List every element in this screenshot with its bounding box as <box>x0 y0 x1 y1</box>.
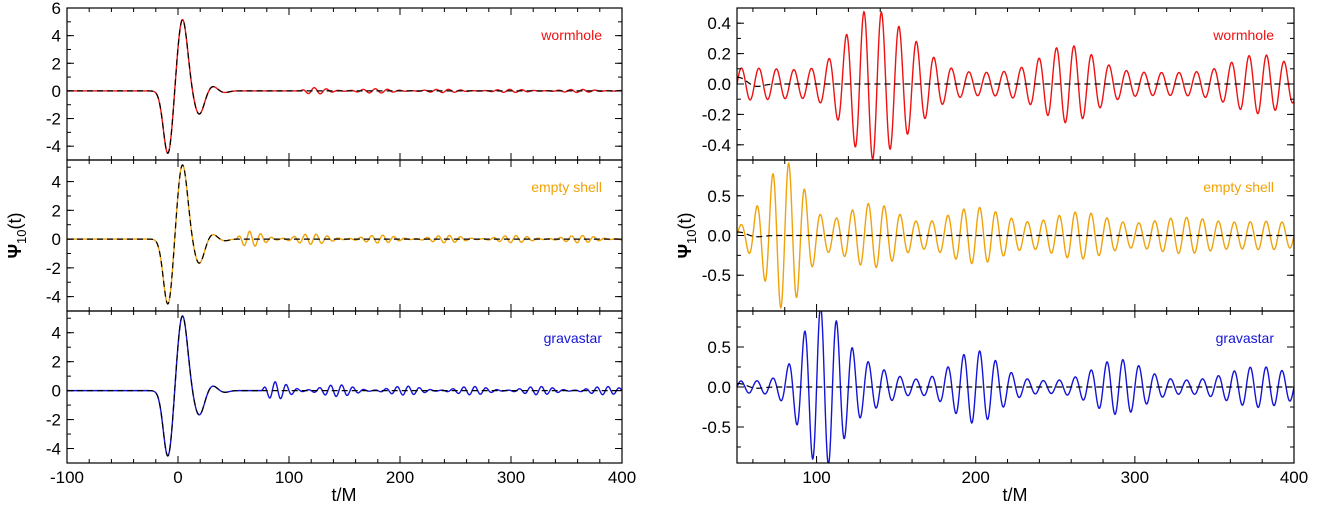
chart-left: -4 -2 0 2 4 6 wormhole -4 -2 0 2 4 empty shell -4 -2 0 2… <box>5 0 636 505</box>
panel-wormhole: -4 -2 0 2 4 6 wormhole <box>46 0 623 161</box>
y-tick-label: 0.4 <box>707 14 731 33</box>
reference-line-dashed <box>737 231 1294 238</box>
panel-wormhole: -0.4 -0.2 0.0 0.2 0.4 wormhole <box>702 7 1295 161</box>
y-tick-label: -0.2 <box>702 105 731 124</box>
panel-frame <box>66 7 623 161</box>
y-tick-label: -0.5 <box>702 266 731 285</box>
x-tick-label: 200 <box>962 468 990 487</box>
panel-gravastar: -0.5 0.0 0.5 gravastar <box>702 310 1295 464</box>
y-tick-label: -4 <box>46 137 61 156</box>
series-line-gravastar <box>67 315 622 457</box>
y-tick-label: -2 <box>46 110 61 129</box>
y-axis-title-subscript: 10 <box>684 229 699 243</box>
y-tick-label: 2 <box>52 201 61 220</box>
y-tick-label: 0.0 <box>707 378 731 397</box>
x-tick-label: 400 <box>608 468 636 487</box>
y-axis-title-suffix: (t) <box>675 212 695 229</box>
chart-right: -0.4 -0.2 0.0 0.2 0.4 wormhole -0.5 0.0 0.5 empty… <box>675 7 1308 505</box>
reference-line-dashed <box>67 19 622 154</box>
y-tick-label: 0 <box>52 230 61 249</box>
y-tick-label: 4 <box>52 324 61 343</box>
y-axis-title-subscript: 10 <box>14 229 29 243</box>
reference-line-dashed <box>737 382 1294 389</box>
x-tick-label: -100 <box>50 468 84 487</box>
reference-line-dashed <box>737 76 1294 87</box>
y-tick-label: 0.5 <box>707 338 731 357</box>
x-tick-label: 300 <box>1121 468 1149 487</box>
panel-label: wormhole <box>1212 27 1274 43</box>
y-tick-label: 0.5 <box>707 187 731 206</box>
y-tick-label: -4 <box>46 288 61 307</box>
y-tick-label: 6 <box>52 0 61 18</box>
panel-empty-shell: -0.5 0.0 0.5 empty shell <box>702 159 1295 312</box>
y-tick-label: 4 <box>52 27 61 46</box>
x-tick-label: 0 <box>173 468 182 487</box>
panel-label: gravastar <box>1216 330 1275 346</box>
y-tick-label: 0 <box>52 382 61 401</box>
y-tick-label: -2 <box>46 259 61 278</box>
y-tick-label: 4 <box>52 173 61 192</box>
panel-empty-shell: -4 -2 0 2 4 empty shell <box>46 159 623 312</box>
y-tick-label: 0 <box>52 82 61 101</box>
reference-line-dashed <box>67 164 622 305</box>
panel-label: gravastar <box>544 330 603 346</box>
panel-label: empty shell <box>531 179 602 195</box>
x-tick-label: 300 <box>497 468 525 487</box>
x-axis-title: t/M <box>1003 485 1028 505</box>
panel-label: wormhole <box>540 27 602 43</box>
x-tick-label: 400 <box>1280 468 1308 487</box>
x-tick-label: 200 <box>386 468 414 487</box>
y-tick-label: -0.5 <box>702 418 731 437</box>
y-axis-title: Ψ10(t) <box>5 212 29 258</box>
reference-line-dashed <box>67 315 622 457</box>
panel-label: empty shell <box>1203 179 1274 195</box>
series-line-wormhole <box>67 18 622 155</box>
series-line-wormhole <box>737 10 1294 160</box>
y-tick-label: 0.0 <box>707 75 731 94</box>
y-axis-title-symbol: Ψ <box>5 244 25 259</box>
y-axis-title-suffix: (t) <box>5 212 25 229</box>
series-line-empty-shell <box>737 161 1294 310</box>
series-line-gravastar <box>737 311 1294 463</box>
y-tick-label: -2 <box>46 411 61 430</box>
panel-gravastar: -4 -2 0 2 4 gravastar <box>46 310 623 464</box>
y-tick-label: 0.0 <box>707 227 731 246</box>
y-tick-label: -0.4 <box>702 136 731 155</box>
y-tick-label: 2 <box>52 353 61 372</box>
x-axis-title: t/M <box>332 485 357 505</box>
x-tick-label: 100 <box>275 468 303 487</box>
y-tick-label: 2 <box>52 54 61 73</box>
y-tick-label: -4 <box>46 440 61 459</box>
y-tick-label: 0.2 <box>707 45 731 64</box>
x-tick-label: 100 <box>802 468 830 487</box>
y-axis-title-symbol: Ψ <box>675 244 695 259</box>
y-axis-title: Ψ10(t) <box>675 212 699 258</box>
panel-frame <box>66 310 623 464</box>
